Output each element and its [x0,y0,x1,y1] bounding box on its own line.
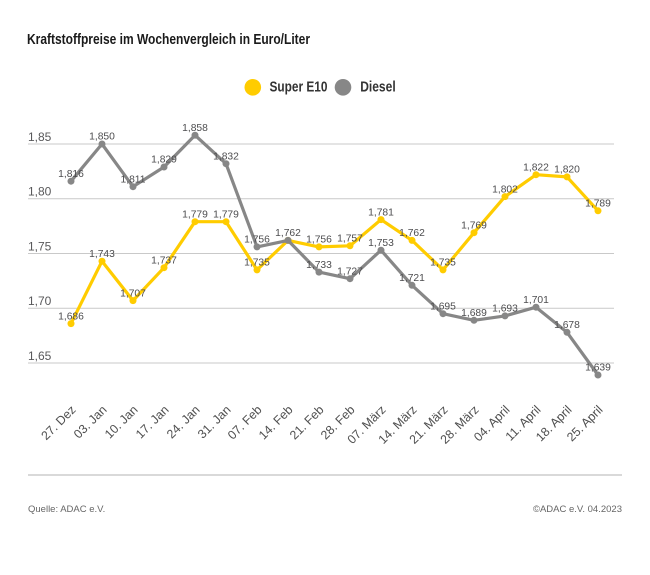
svg-text:1,721: 1,721 [399,273,425,284]
svg-text:1,858: 1,858 [182,123,208,134]
svg-text:1,789: 1,789 [585,199,611,210]
svg-text:1,75: 1,75 [28,239,52,253]
svg-text:1,689: 1,689 [461,308,487,319]
svg-text:1,757: 1,757 [337,234,363,245]
svg-text:1,756: 1,756 [244,235,270,246]
svg-text:1,735: 1,735 [430,258,456,269]
svg-text:1,802: 1,802 [492,184,518,195]
svg-text:1,737: 1,737 [151,255,177,266]
svg-text:©ADAC e.V. 04.2023: ©ADAC e.V. 04.2023 [533,504,622,515]
svg-text:1,735: 1,735 [244,258,270,269]
svg-text:Quelle: ADAC e.V.: Quelle: ADAC e.V. [28,504,105,515]
svg-text:1,65: 1,65 [28,349,52,363]
svg-text:1,779: 1,779 [213,209,239,220]
svg-text:1,639: 1,639 [585,363,611,374]
svg-text:1,727: 1,727 [337,266,363,277]
svg-text:1,701: 1,701 [523,295,549,306]
svg-text:Super E10: Super E10 [270,80,328,96]
svg-text:Diesel: Diesel [360,80,396,96]
svg-text:1,693: 1,693 [492,304,518,315]
svg-text:1,743: 1,743 [89,249,115,260]
svg-text:1,756: 1,756 [306,235,332,246]
svg-text:1,686: 1,686 [58,311,84,322]
svg-text:1,762: 1,762 [399,228,425,239]
svg-text:1,769: 1,769 [461,220,487,231]
svg-text:1,695: 1,695 [430,301,456,312]
svg-text:1,816: 1,816 [58,169,84,180]
svg-text:1,85: 1,85 [28,130,52,144]
svg-text:1,678: 1,678 [554,320,580,331]
svg-text:1,832: 1,832 [213,151,239,162]
svg-text:1,822: 1,822 [523,162,549,173]
svg-text:1,779: 1,779 [182,209,208,220]
svg-text:1,829: 1,829 [151,155,177,166]
svg-text:1,781: 1,781 [368,207,394,218]
svg-text:1,753: 1,753 [368,238,394,249]
svg-text:1,80: 1,80 [28,185,52,199]
svg-text:1,70: 1,70 [28,294,52,308]
svg-text:1,820: 1,820 [554,165,580,176]
svg-text:1,850: 1,850 [89,132,115,143]
svg-text:Kraftstoffpreise im Wochenverg: Kraftstoffpreise im Wochenvergleich in E… [27,32,310,48]
svg-text:1,733: 1,733 [306,260,332,271]
svg-text:1,707: 1,707 [120,288,146,299]
svg-text:1,811: 1,811 [120,174,145,185]
svg-text:1,762: 1,762 [275,228,301,239]
